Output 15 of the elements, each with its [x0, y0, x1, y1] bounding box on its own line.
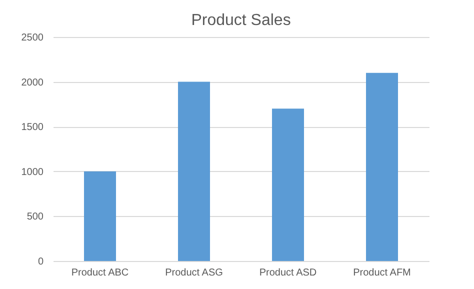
chart-title: Product Sales [191, 12, 291, 29]
x-tick-label: Product ABC [71, 268, 129, 278]
bar [272, 108, 304, 261]
x-tick-label: Product AFM [353, 268, 411, 278]
x-tick-label: Product ASG [165, 268, 224, 278]
y-tick-label: 2000 [21, 77, 44, 88]
x-tick-label: Product ASD [259, 268, 317, 278]
y-tick-label: 1500 [21, 122, 44, 134]
bar [178, 82, 210, 261]
y-tick-label: 0 [38, 256, 44, 268]
bar [366, 72, 398, 261]
y-tick-label: 2500 [21, 32, 44, 44]
y-tick-label: 1000 [21, 166, 44, 178]
y-tick-label: 500 [26, 212, 44, 223]
bar [84, 171, 116, 261]
